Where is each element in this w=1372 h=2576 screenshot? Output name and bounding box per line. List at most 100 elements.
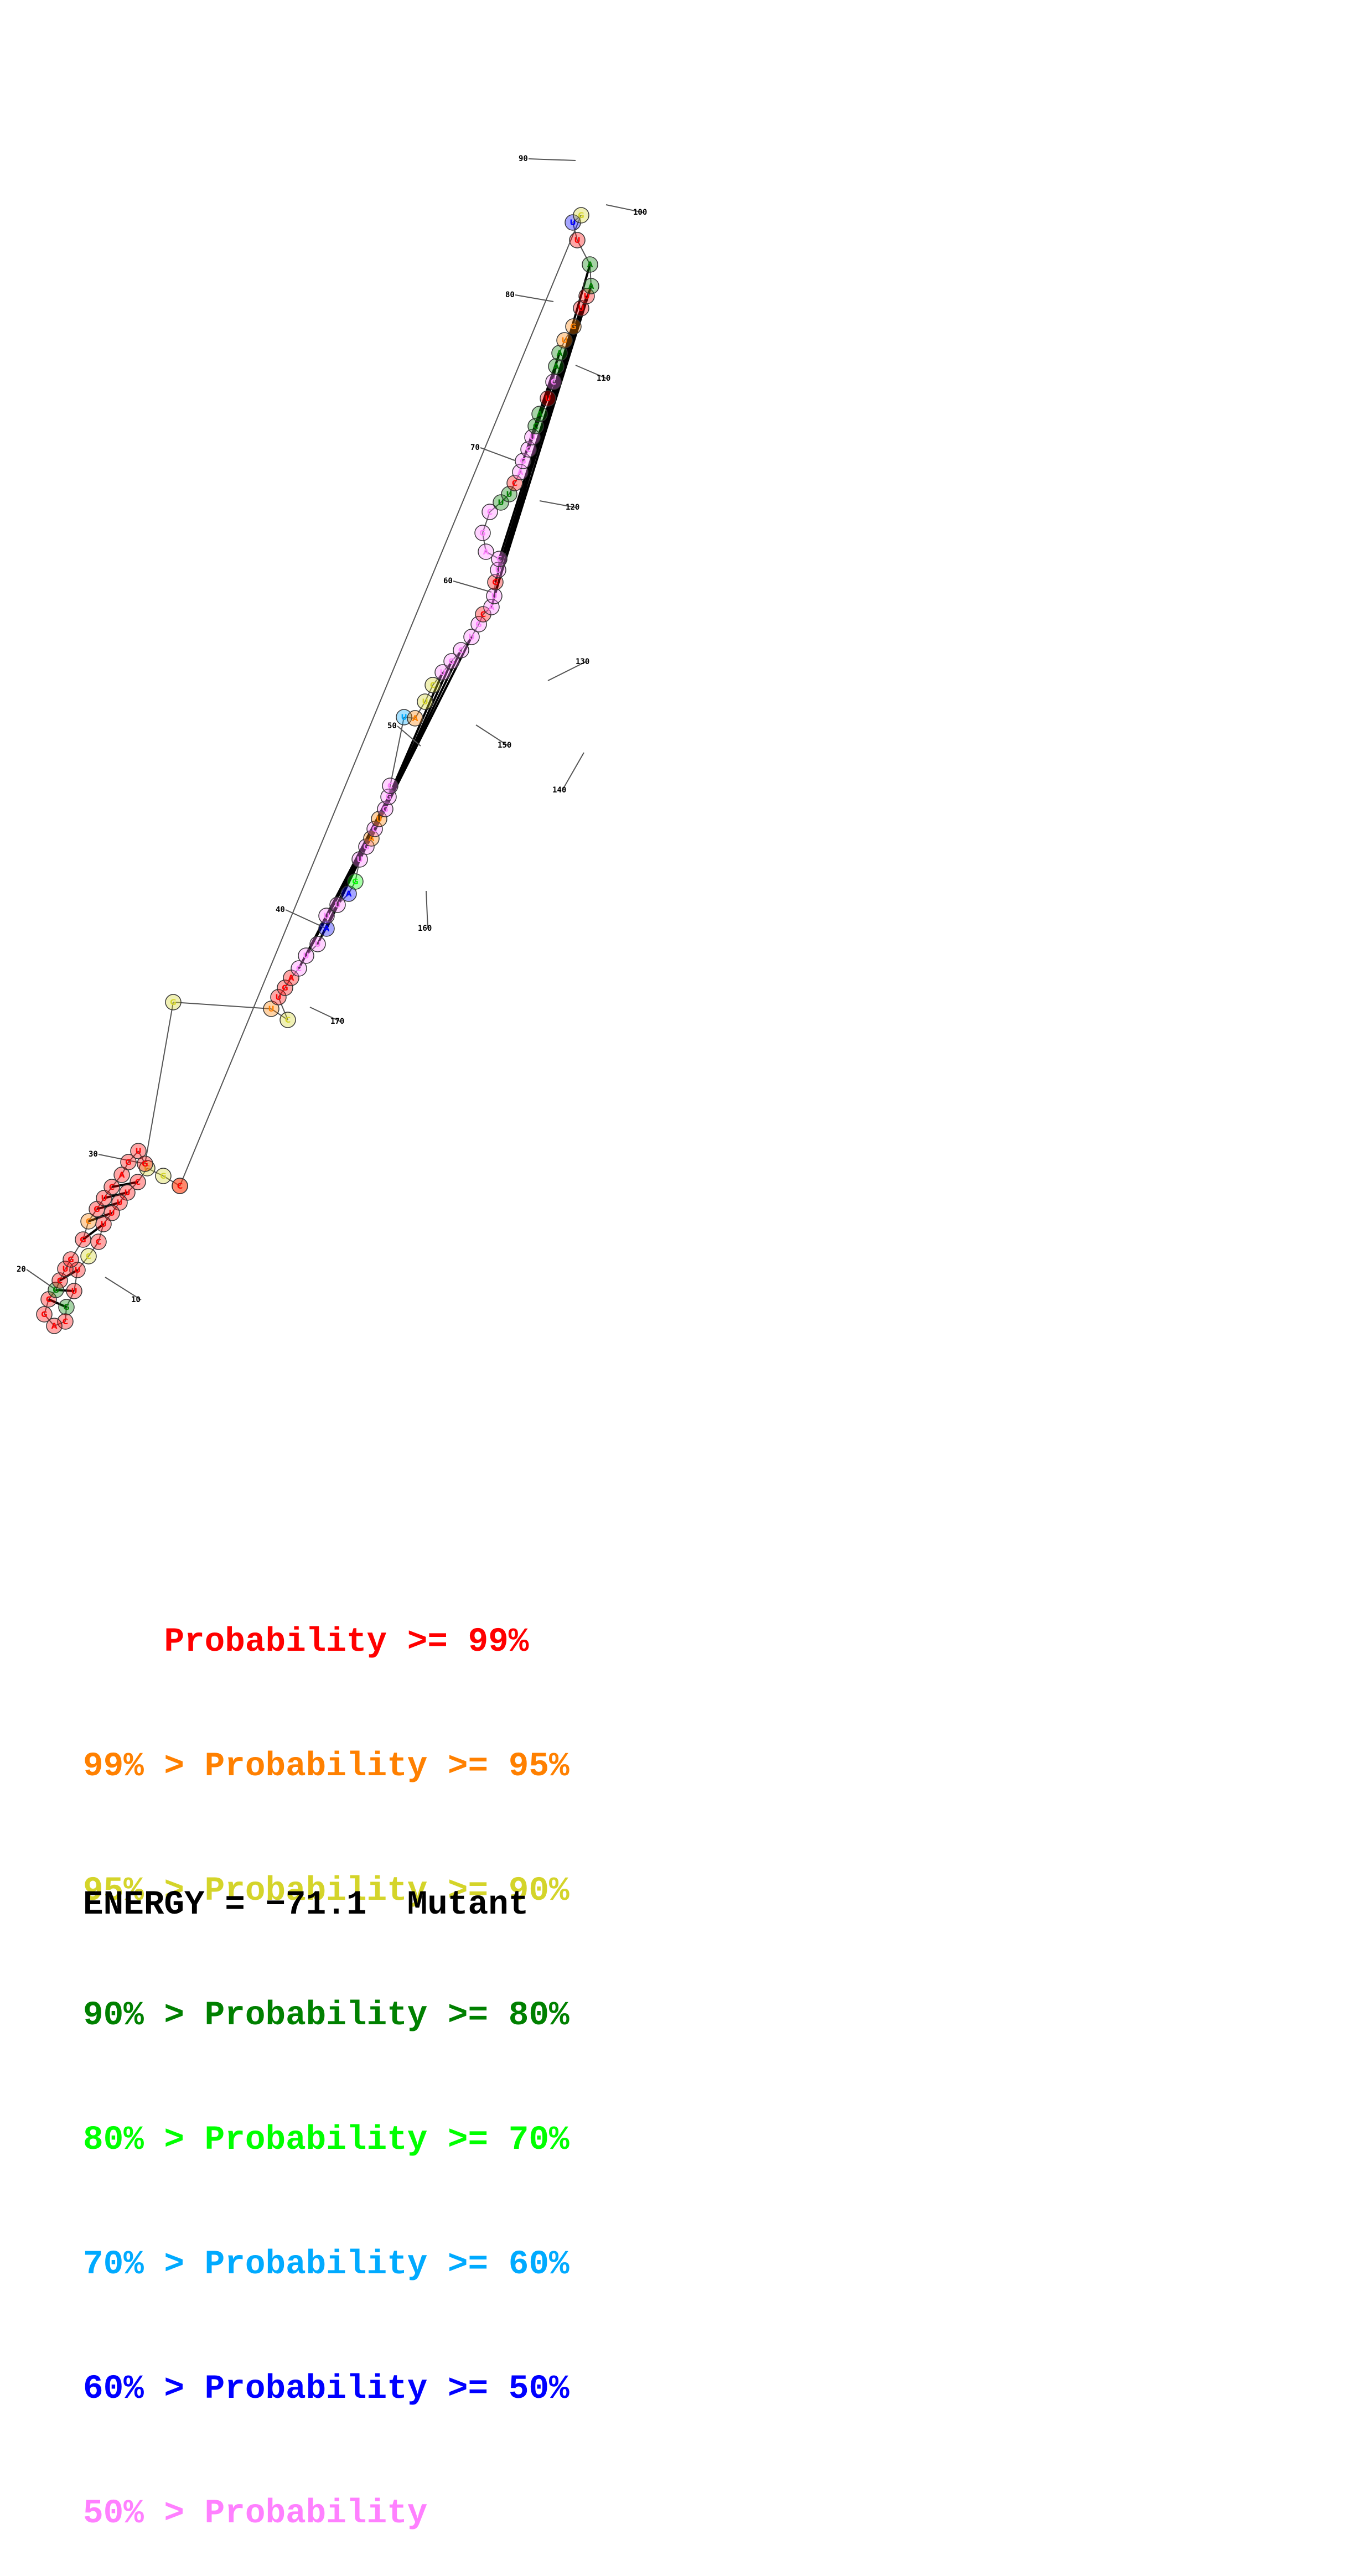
nucleotide-letter: G <box>578 211 584 220</box>
position-label: 160 <box>418 924 432 933</box>
legend-entry: 90% > Probability >= 80% <box>83 1995 569 2036</box>
nucleotide: G <box>48 1282 64 1298</box>
nucleotide-circle <box>573 207 589 224</box>
nucleotide-letter: C <box>57 1277 63 1286</box>
base-pair-bond <box>493 286 592 597</box>
backbone-segment <box>103 1212 112 1225</box>
nucleotide-circle <box>512 464 529 480</box>
nucleotide: C <box>130 1174 146 1190</box>
base-pair-bond <box>522 353 561 462</box>
nucleotide: G <box>470 616 487 633</box>
nucleotide: U <box>351 851 368 868</box>
nucleotide-letter: C <box>551 378 556 387</box>
position-label: 140 <box>552 786 566 795</box>
nucleotide-letter: A <box>537 410 543 419</box>
nucleotide-circle <box>172 1178 188 1194</box>
nucleotide-circle <box>483 599 500 615</box>
legend-prefix: 70% > <box>83 2246 205 2284</box>
nucleotide: A <box>318 920 335 937</box>
nucleotide-letter: U <box>578 304 584 313</box>
nucleotide-circle <box>548 358 565 375</box>
nucleotide: U <box>57 1261 74 1277</box>
backbone-segment <box>121 1162 129 1175</box>
nucleotide-letter: C <box>63 1318 68 1326</box>
nucleotide: U <box>263 1001 279 1017</box>
nucleotide: G <box>573 207 589 224</box>
nucleotide-letter: A <box>369 835 375 843</box>
nucleotide-circle <box>474 525 491 541</box>
backbone-segment <box>111 1202 120 1214</box>
nucleotide-circle <box>130 1143 147 1159</box>
nucleotide: G <box>443 653 460 670</box>
nucleotide-letter: G <box>170 998 177 1007</box>
nucleotide-circle <box>75 1231 91 1248</box>
nucleotide-letter: A <box>288 974 294 983</box>
nucleotide-letter: U <box>545 395 551 403</box>
position-tick <box>453 580 492 593</box>
backbone-segment <box>65 1307 67 1322</box>
nucleotide: U <box>270 989 287 1005</box>
nucleotide-letter: A <box>51 1322 58 1331</box>
base-pair-bond <box>59 1269 79 1282</box>
nucleotide: U <box>66 1283 82 1299</box>
backbone-segment <box>77 1256 89 1271</box>
nucleotide: U <box>578 288 595 304</box>
nucleotide-circle <box>487 574 504 590</box>
nucleotide-circle <box>540 390 556 407</box>
nucleotide: A <box>583 278 599 294</box>
nucleotide-letter: G <box>41 1310 48 1319</box>
nucleotide: A <box>582 256 598 273</box>
nucleotide-letter: C <box>512 479 517 488</box>
nucleotide-circle <box>531 406 548 422</box>
backbone-segment <box>54 1321 66 1326</box>
nucleotide: C <box>291 960 307 977</box>
legend-prefix: 50% > <box>83 2495 205 2533</box>
nucleotide-letter: C <box>480 610 486 619</box>
nucleotide-circle <box>57 1313 74 1330</box>
nucleotide-circle <box>527 418 544 434</box>
nucleotide: C <box>80 1248 97 1264</box>
nucleotide-letter: U <box>124 1189 130 1198</box>
nucleotide-circle <box>103 1179 120 1195</box>
nucleotide: A <box>512 464 529 480</box>
nucleotide: C <box>279 1012 296 1028</box>
nucleotide: C <box>103 1179 120 1195</box>
position-label: 10 <box>131 1295 141 1304</box>
nucleotide-letter: G <box>475 620 482 629</box>
nucleotide: C <box>40 1291 57 1308</box>
nucleotide-letter: G <box>125 1158 132 1167</box>
nucleotide: A <box>548 358 565 375</box>
position-label: 40 <box>276 905 285 914</box>
nucleotide-letter: U <box>422 698 428 707</box>
base-pair-bond <box>103 1191 128 1199</box>
nucleotide: G <box>277 979 293 996</box>
backbone-segment <box>482 532 486 552</box>
legend-text: Probability >= 95% <box>204 1748 569 1786</box>
nucleotide-circle <box>58 1299 75 1315</box>
backbone-segment <box>137 1168 148 1183</box>
nucleotide-circle <box>565 318 582 335</box>
backbone-segment <box>82 1221 89 1240</box>
nucleotide-circle <box>277 979 293 996</box>
nucleotide: U <box>463 629 480 645</box>
legend-entry: 95% > Probability >= 90% <box>83 1870 569 1912</box>
nucleotide-letter: U <box>401 713 407 722</box>
nucleotide: U <box>565 214 581 231</box>
nucleotide-letter: U <box>498 499 504 507</box>
legend-entry: 60% > Probability >= 50% <box>83 2368 569 2410</box>
nucleotide-circle <box>578 288 595 304</box>
nucleotide-letter: U <box>323 912 329 921</box>
nucleotide-letter: C <box>372 825 377 834</box>
nucleotide-circle <box>569 232 586 248</box>
base-pair-bond <box>498 326 574 559</box>
nucleotide-letter: G <box>492 578 499 587</box>
position-label: 170 <box>330 1017 344 1026</box>
backbone-segment <box>478 614 484 625</box>
nucleotide-circle <box>475 606 491 623</box>
backbone-segment <box>173 1002 272 1009</box>
position-tick <box>515 294 554 302</box>
nucleotide: G <box>75 1231 91 1248</box>
backbone-segment <box>415 701 426 719</box>
nucleotide-circle <box>551 345 568 361</box>
legend-prefix: 90% > <box>83 1997 205 2035</box>
